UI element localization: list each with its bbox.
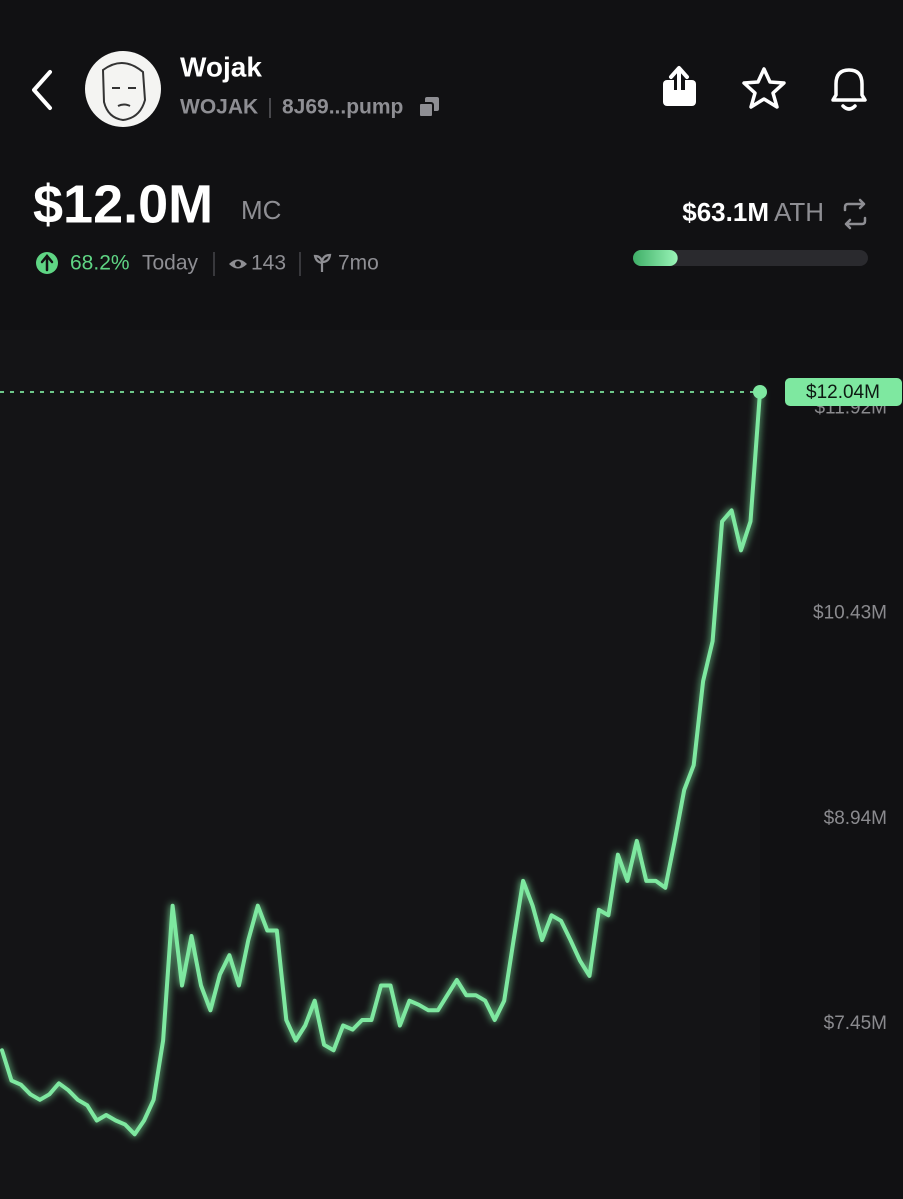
- view-count: 143: [251, 252, 286, 275]
- y-tick-label: $10.43M: [813, 603, 887, 624]
- y-tick-label: $7.45M: [824, 1013, 887, 1034]
- age-icon: [313, 253, 332, 272]
- up-arrow: [40, 254, 54, 272]
- swap-button[interactable]: [843, 198, 867, 230]
- price-line: [0, 390, 762, 1137]
- token-name: Wojak: [180, 51, 262, 82]
- copy-button[interactable]: [418, 97, 439, 118]
- ath-label: ATH: [774, 197, 824, 227]
- ath-progress-track: [633, 250, 868, 266]
- back-button[interactable]: [32, 70, 52, 110]
- current-price-label: $12.04M: [806, 382, 880, 403]
- market-cap: $12.0M: [33, 174, 213, 234]
- avatar: [85, 51, 161, 127]
- current-price-badge: [785, 377, 902, 406]
- alert-button[interactable]: [831, 68, 867, 111]
- chart-area: [0, 330, 760, 1199]
- change-period: Today: [142, 252, 199, 275]
- ath-progress-fill: [633, 250, 678, 266]
- change-percent: 68.2%: [70, 252, 130, 275]
- chart: $7.45M$8.94M$10.43M$11.92M$12.04M: [0, 377, 902, 1137]
- favorite-button[interactable]: [742, 67, 786, 109]
- share-button[interactable]: [663, 66, 696, 106]
- current-price-dot: [753, 384, 767, 399]
- token-address: 8J69...pump: [282, 96, 403, 119]
- y-tick-label: $8.94M: [824, 808, 887, 829]
- token-age: 7mo: [338, 252, 379, 275]
- eye-icon: [229, 259, 247, 269]
- token-ticker: WOJAK: [180, 96, 258, 119]
- ath-value: $63.1M: [682, 197, 769, 227]
- market-cap-unit: MC: [241, 195, 281, 225]
